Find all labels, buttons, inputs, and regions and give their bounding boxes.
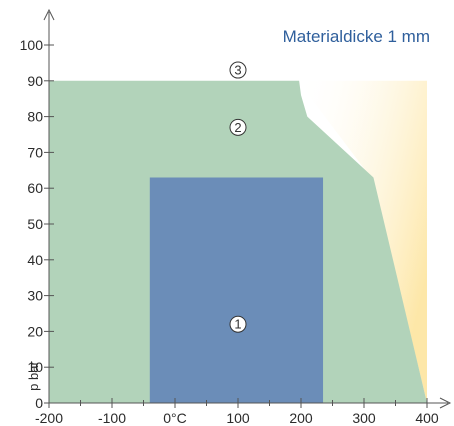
zone-marker-label: 2 [234,120,241,135]
zone-marker-label: 1 [234,317,241,332]
markers-layer: 3 2 1 [229,61,247,333]
x-tick-label: 300 [352,410,376,426]
zone-marker-circle [229,118,247,136]
x-tick-label: -200 [35,410,63,426]
x-tick-label: 400 [415,410,439,426]
y-axis-label: p bar [26,361,41,391]
y-tick-label: 90 [27,73,43,89]
zone-marker-circle [229,315,247,333]
y-tick-label: 50 [27,216,43,232]
y-tick-label: 0 [35,395,43,411]
y-tick-label: 70 [27,144,43,160]
x-axis-arrow [439,397,452,409]
regions-layer [49,80,427,404]
y-tick-label: 40 [27,252,43,268]
y-tick-label: 100 [20,37,44,53]
zone-marker-1: 1 [229,315,247,333]
y-tick-label: 30 [27,288,43,304]
y-tick-label: 80 [27,109,43,125]
zone-marker-2: 2 [229,118,247,136]
region-zone-1 [149,177,324,403]
zone-marker-3: 3 [229,61,247,79]
x-tick-label: 200 [289,410,313,426]
y-tick-label: 10 [27,359,43,375]
ticks-layer: -200 -100 0°C 100 200 300 400 0 10 20 30 40 50 60 70 80… [20,37,439,426]
x-tick-label: -100 [98,410,126,426]
chart-title: Materialdicke 1 mm [283,27,430,46]
y-tick-label: 60 [27,180,43,196]
y-tick-label: 20 [27,323,43,339]
axes-layer [43,8,452,409]
x-tick-label: 100 [226,410,250,426]
x-tick-label: 0°C [163,410,187,426]
region-zone-3 [297,80,427,404]
zone-marker-circle [229,61,247,79]
y-axis-arrow [43,8,55,21]
zone-marker-label: 3 [234,63,241,78]
